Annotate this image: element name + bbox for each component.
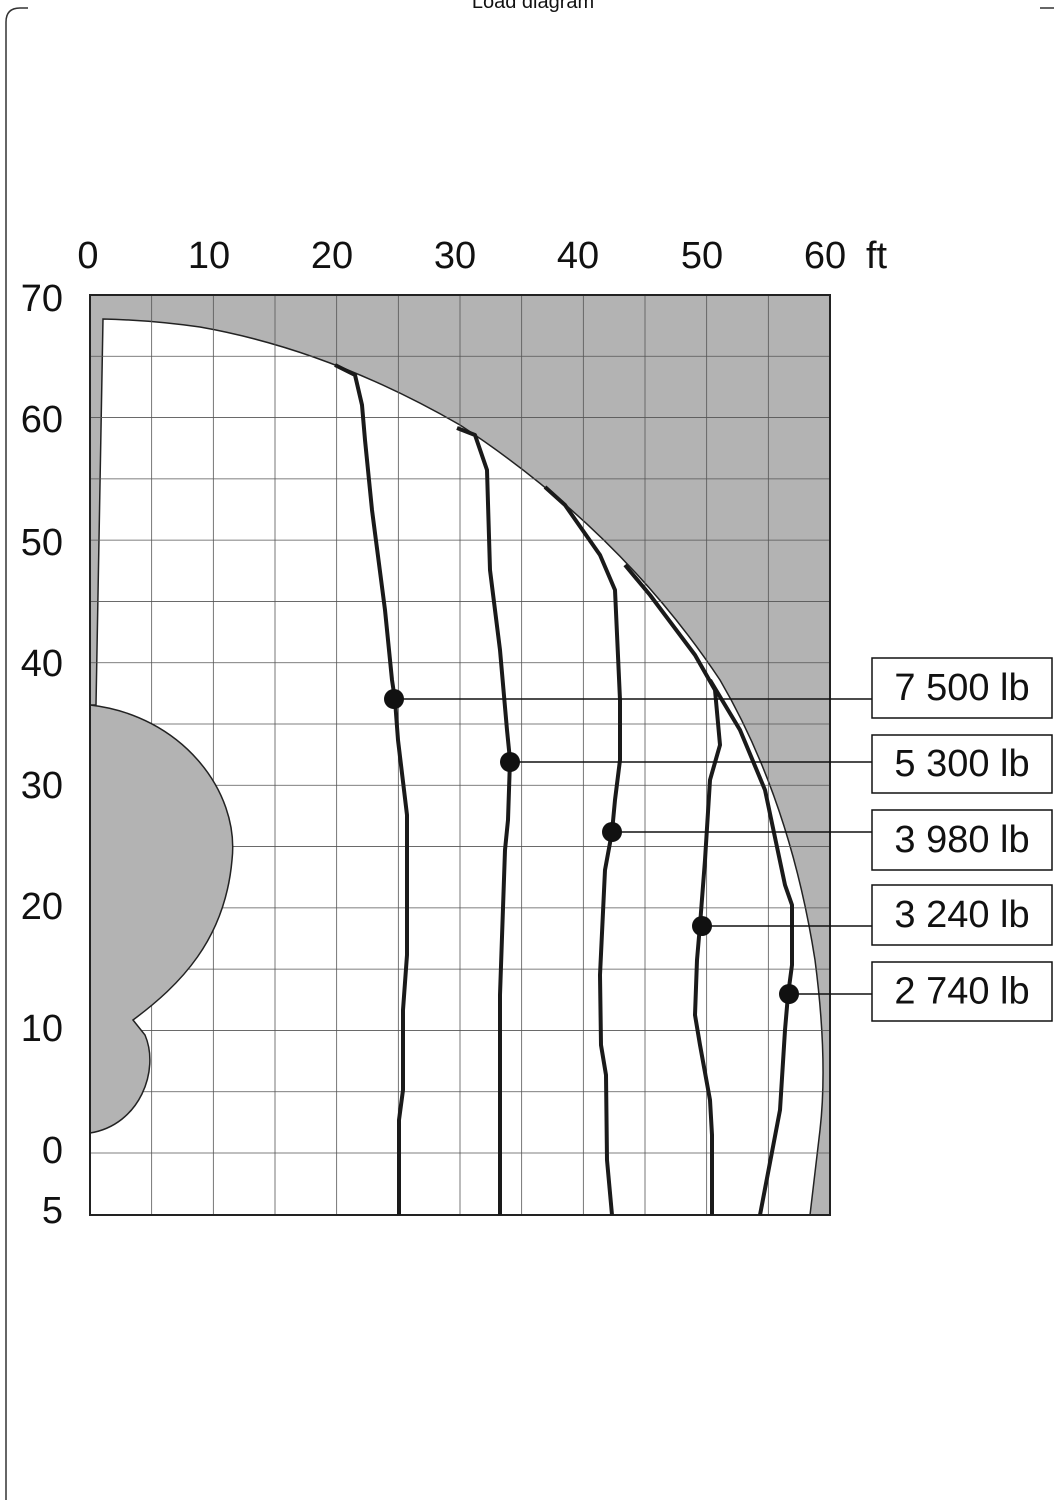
machine-outline — [89, 704, 234, 1134]
y-tick-label: 50 — [21, 522, 63, 564]
y-tick-label: 0 — [42, 1130, 63, 1172]
load-label: 3 240 lb — [894, 894, 1029, 936]
load-box — [871, 734, 1053, 794]
x-tick-label: 40 — [557, 235, 599, 277]
load-curve — [456, 426, 512, 1215]
load-labels: 7 500 lb 5 300 lb 3 980 lb 3 240 lb 2 740 lb — [384, 657, 1053, 1022]
working-envelope — [89, 318, 824, 1216]
y-tick-label: 30 — [21, 765, 63, 807]
load-label: 5 300 lb — [894, 743, 1029, 785]
x-tick-label: 30 — [434, 235, 476, 277]
y-tick-label: 20 — [21, 886, 63, 928]
x-tick-label: 10 — [188, 235, 230, 277]
load-point — [602, 822, 622, 842]
plot-border — [89, 294, 831, 1216]
load-point — [779, 984, 799, 1004]
load-curve — [623, 563, 722, 1215]
title: Load diagram — [472, 0, 594, 13]
load-label: 3 980 lb — [894, 819, 1029, 861]
axis-labels: 0 10 20 30 40 50 60 ft 70 60 50 40 30 20 10 0 5 — [21, 235, 888, 1232]
x-tick-label: 50 — [681, 235, 723, 277]
x-tick-label: 60 — [804, 235, 846, 277]
load-box — [871, 961, 1053, 1022]
load-box — [871, 657, 1053, 719]
x-axis-unit: ft — [866, 235, 888, 277]
load-curve — [708, 678, 794, 1216]
x-tick-label: 0 — [77, 235, 98, 277]
load-point — [692, 916, 712, 936]
load-label: 7 500 lb — [894, 667, 1029, 709]
y-tick-label: 5 — [42, 1190, 63, 1232]
frame-left — [5, 7, 28, 1500]
x-tick-label: 20 — [311, 235, 353, 277]
load-box — [871, 884, 1053, 946]
y-tick-label: 10 — [21, 1008, 63, 1050]
load-curve — [543, 485, 622, 1216]
y-tick-label: 60 — [21, 399, 63, 441]
load-label: 2 740 lb — [894, 971, 1029, 1013]
y-tick-label: 70 — [21, 278, 63, 320]
load-point — [384, 689, 404, 709]
load-box — [871, 809, 1053, 871]
y-tick-label: 40 — [21, 643, 63, 685]
load-point — [500, 752, 520, 772]
